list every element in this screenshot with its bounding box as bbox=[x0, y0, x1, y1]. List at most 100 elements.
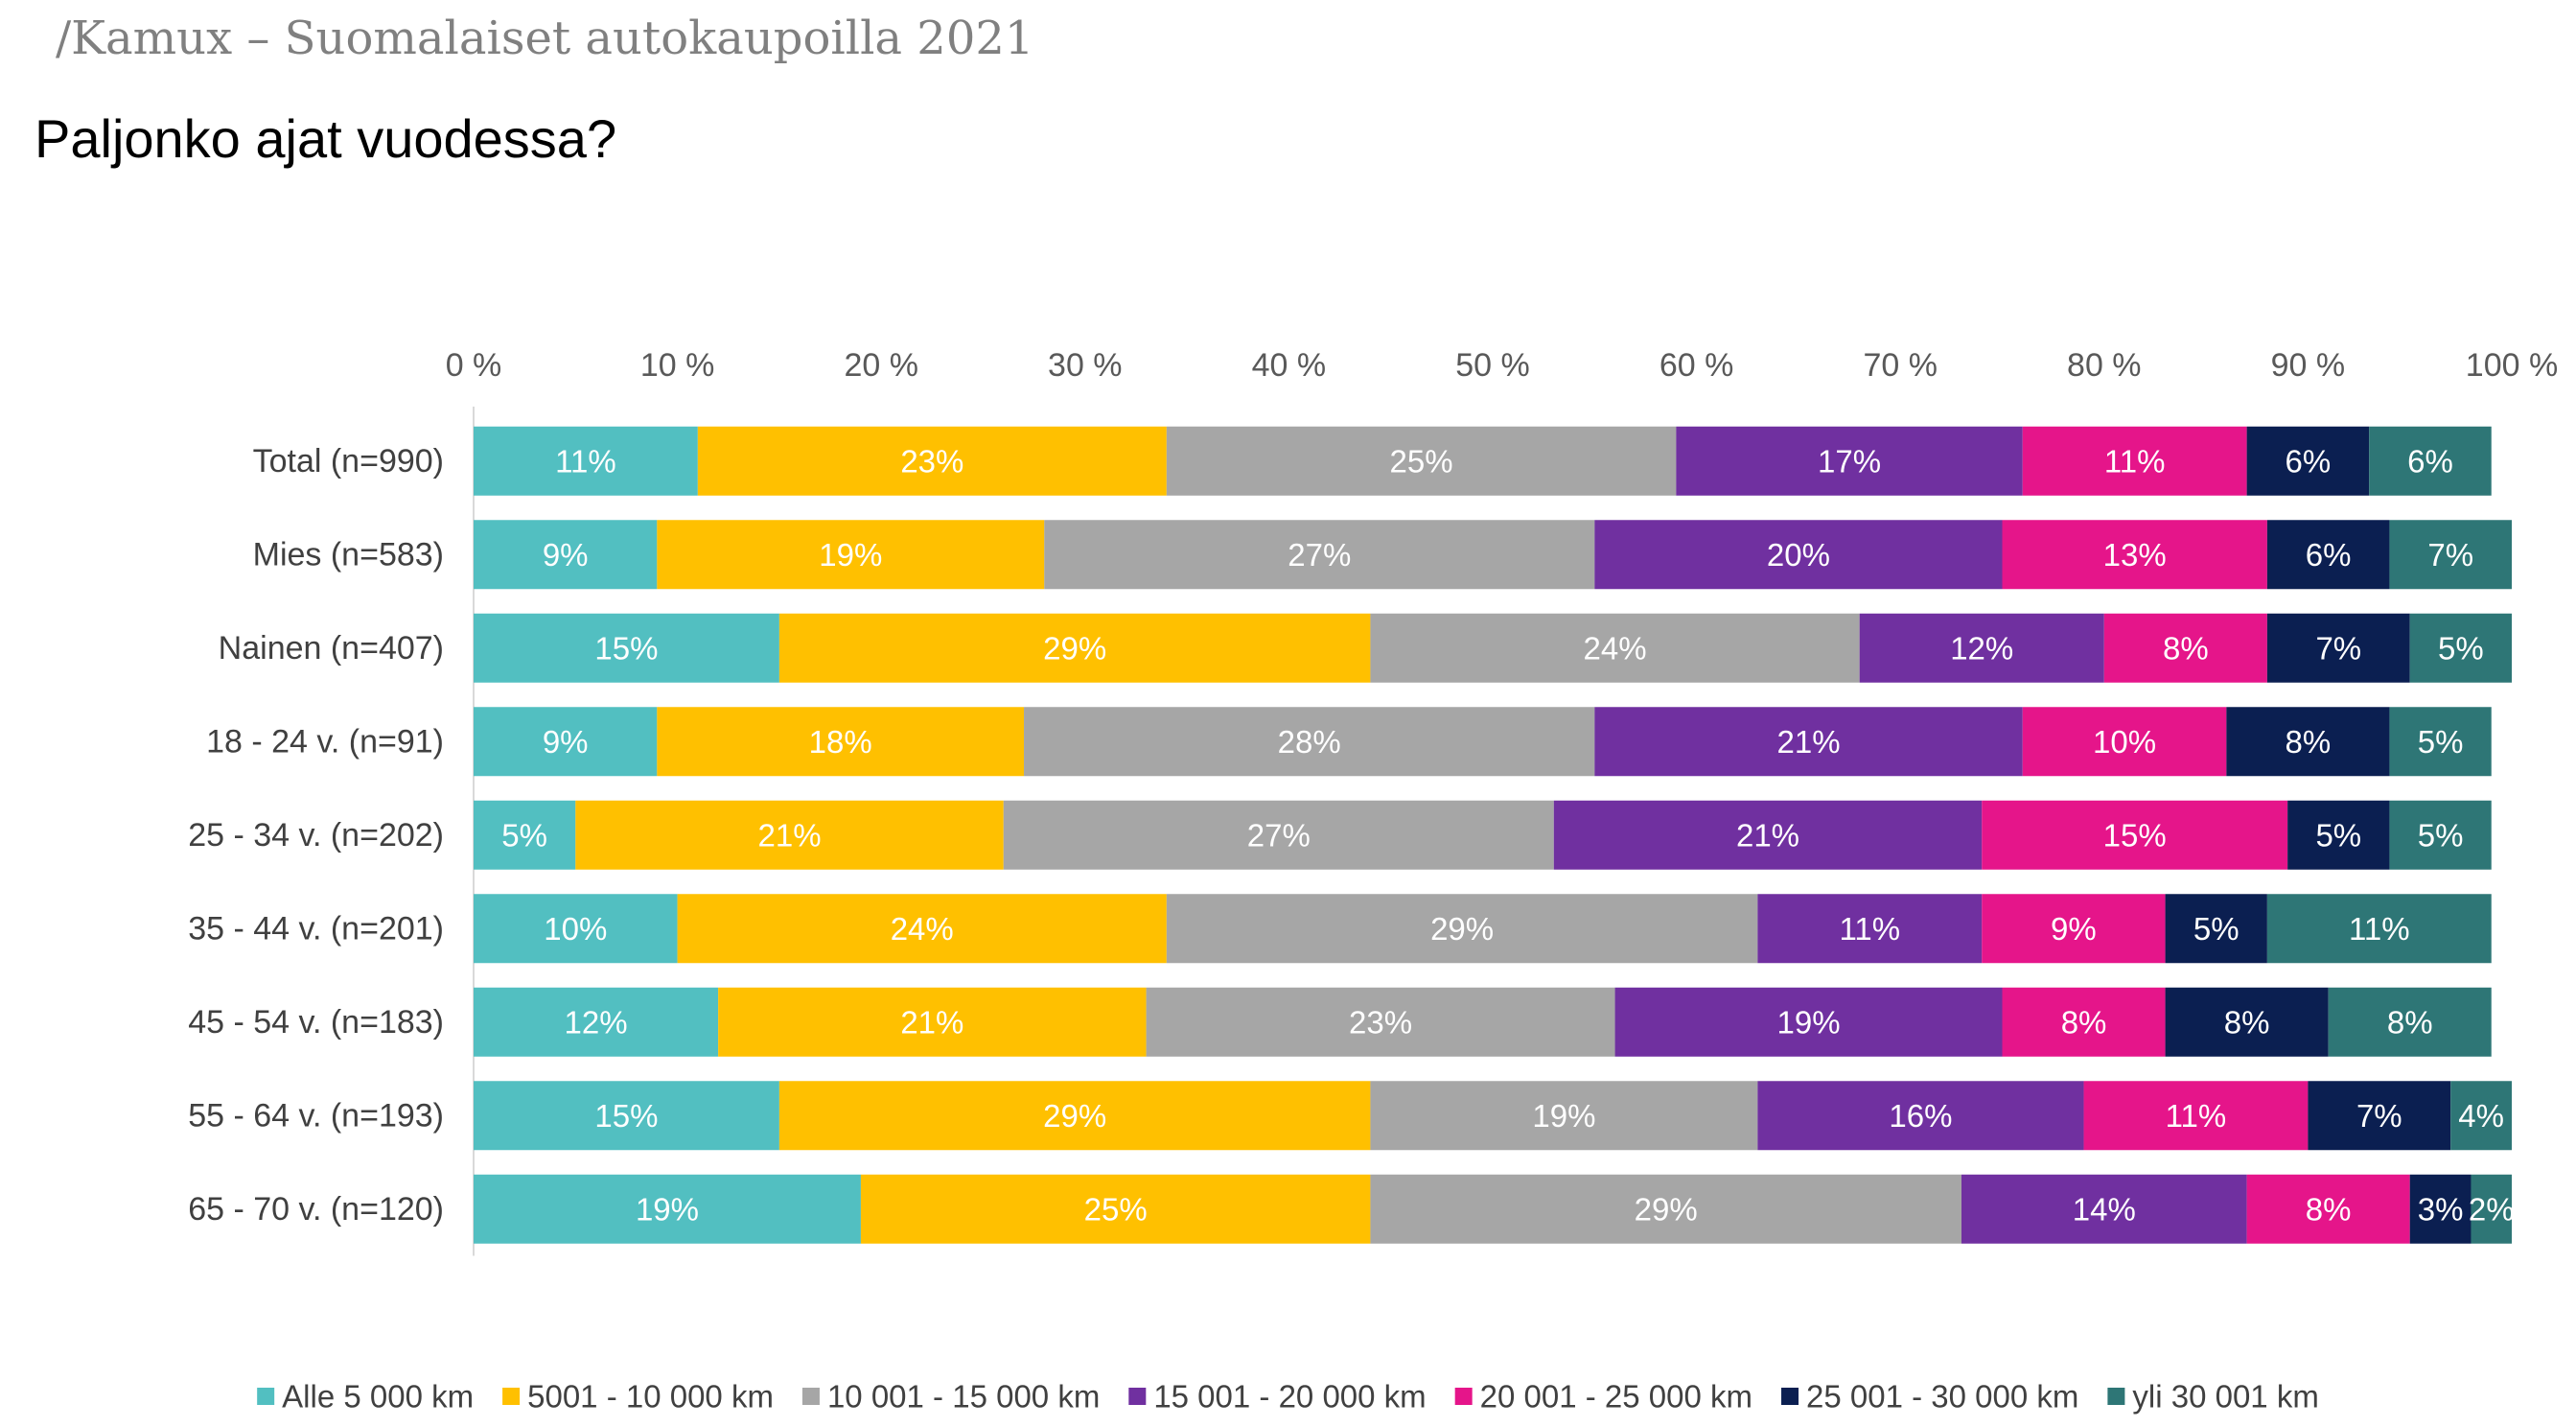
data-label: 29% bbox=[1430, 911, 1494, 947]
bar-segment bbox=[2328, 987, 2492, 1057]
data-label: 20% bbox=[1767, 537, 1830, 573]
bar-segment bbox=[474, 520, 658, 590]
data-label: 9% bbox=[543, 537, 589, 573]
data-label: 29% bbox=[1043, 1098, 1106, 1134]
bar-segment bbox=[1370, 1174, 1961, 1244]
data-label: 10% bbox=[2093, 724, 2156, 760]
bar-segment bbox=[1676, 426, 2023, 496]
legend-item: 25 001 - 30 000 km bbox=[1781, 1379, 2078, 1415]
bar-segment bbox=[2266, 613, 2410, 683]
x-tick-label: 60 % bbox=[1659, 347, 1734, 384]
data-label: 24% bbox=[891, 911, 954, 947]
bar-segment bbox=[657, 707, 1025, 777]
bar-segment bbox=[2165, 987, 2329, 1057]
data-label: 8% bbox=[2286, 724, 2332, 760]
bar-segment bbox=[2389, 520, 2512, 590]
bar-segment bbox=[2409, 613, 2512, 683]
legend-label: Alle 5 000 km bbox=[282, 1379, 474, 1415]
bar-segment bbox=[2002, 987, 2166, 1057]
data-label: 18% bbox=[809, 724, 872, 760]
data-label: 8% bbox=[2387, 1004, 2433, 1040]
data-label: 11% bbox=[1840, 911, 1901, 947]
bar-segment bbox=[2022, 426, 2247, 496]
category-label: 35 - 44 v. (n=201) bbox=[188, 910, 444, 947]
bar-segment bbox=[2246, 426, 2370, 496]
bar-segment bbox=[474, 894, 678, 964]
data-label: 19% bbox=[636, 1191, 699, 1227]
legend-swatch bbox=[1128, 1388, 1147, 1405]
data-label: 21% bbox=[1776, 724, 1840, 760]
x-tick-label: 80 % bbox=[2067, 347, 2142, 384]
bar-segment bbox=[2002, 520, 2267, 590]
bar-segment bbox=[2246, 1174, 2410, 1244]
data-label: 6% bbox=[2407, 443, 2453, 479]
report-header: /Kamux – Suomalaiset autokaupoilla 2021 bbox=[56, 12, 1034, 65]
bar-segment bbox=[1024, 707, 1595, 777]
bar-segment bbox=[474, 426, 698, 496]
chart-title: Paljonko ajat vuodessa? bbox=[35, 108, 617, 169]
data-label: 19% bbox=[1776, 1004, 1840, 1040]
data-label: 5% bbox=[501, 817, 547, 853]
data-label: 3% bbox=[2418, 1191, 2464, 1227]
bar-segment bbox=[2165, 894, 2267, 964]
data-label: 6% bbox=[2286, 443, 2332, 479]
data-label: 6% bbox=[2306, 537, 2352, 573]
data-label: 7% bbox=[2356, 1098, 2402, 1134]
category-label: 25 - 34 v. (n=202) bbox=[188, 817, 444, 854]
category-label: 18 - 24 v. (n=91) bbox=[206, 723, 444, 760]
data-label: 11% bbox=[2349, 911, 2410, 947]
bar-segment bbox=[2266, 520, 2390, 590]
bar-segment bbox=[718, 987, 1147, 1057]
bar-segment bbox=[2389, 707, 2492, 777]
legend-label: 15 001 - 20 000 km bbox=[1153, 1379, 1426, 1415]
x-tick-label: 30 % bbox=[1048, 347, 1123, 384]
bar-segment bbox=[1757, 1081, 2084, 1151]
bar-segment bbox=[1370, 613, 1860, 683]
bar-segment bbox=[2022, 707, 2227, 777]
data-label: 9% bbox=[2051, 911, 2097, 947]
bar-segment bbox=[575, 800, 1004, 870]
bar-segment bbox=[1614, 987, 2003, 1057]
legend: Alle 5 000 km 5001 - 10 000 km 10 001 - 15… bbox=[257, 1379, 2319, 1415]
data-label: 11% bbox=[2104, 443, 2166, 479]
data-label: 29% bbox=[1635, 1191, 1698, 1227]
data-label: 24% bbox=[1584, 630, 1647, 666]
legend-swatch bbox=[1454, 1388, 1473, 1405]
bar-segment bbox=[860, 1174, 1371, 1244]
legend-item: yli 30 001 km bbox=[2107, 1379, 2319, 1415]
x-tick-label: 90 % bbox=[2271, 347, 2346, 384]
bar-segment bbox=[2389, 800, 2492, 870]
data-label: 19% bbox=[819, 537, 882, 573]
x-tick-label: 0 % bbox=[446, 347, 502, 384]
bar-segment bbox=[2083, 1081, 2309, 1151]
legend-label: 5001 - 10 000 km bbox=[527, 1379, 774, 1415]
legend-label: 20 001 - 25 000 km bbox=[1480, 1379, 1752, 1415]
bar-segment bbox=[1757, 894, 1983, 964]
data-label: 14% bbox=[2073, 1191, 2136, 1227]
bar-segment bbox=[1146, 987, 1615, 1057]
legend-swatch bbox=[2107, 1388, 2125, 1405]
category-label: 55 - 64 v. (n=193) bbox=[188, 1097, 444, 1134]
data-label: 25% bbox=[1390, 443, 1453, 479]
data-label: 9% bbox=[543, 724, 589, 760]
data-label: 16% bbox=[1889, 1098, 1952, 1134]
legend-swatch bbox=[801, 1388, 820, 1405]
data-label: 21% bbox=[900, 1004, 963, 1040]
data-label: 7% bbox=[2315, 630, 2361, 666]
legend-swatch bbox=[502, 1388, 521, 1405]
data-label: 15% bbox=[594, 630, 658, 666]
data-label: 5% bbox=[2418, 817, 2464, 853]
data-label: 2% bbox=[2469, 1191, 2515, 1227]
data-label: 5% bbox=[2438, 630, 2484, 666]
data-label: 12% bbox=[565, 1004, 628, 1040]
data-label: 21% bbox=[1736, 817, 1799, 853]
data-label: 23% bbox=[900, 443, 963, 479]
data-label: 8% bbox=[2061, 1004, 2107, 1040]
bar-segment bbox=[474, 1081, 779, 1151]
data-label: 29% bbox=[1043, 630, 1106, 666]
data-label: 13% bbox=[2103, 537, 2167, 573]
category-label: Mies (n=583) bbox=[253, 536, 444, 573]
data-label: 15% bbox=[2103, 817, 2167, 853]
x-axis: 0 % 10 % 20 % 30 % 40 % 50 % 60 % 70 % 80 % 90 % 1… bbox=[446, 347, 2558, 1256]
